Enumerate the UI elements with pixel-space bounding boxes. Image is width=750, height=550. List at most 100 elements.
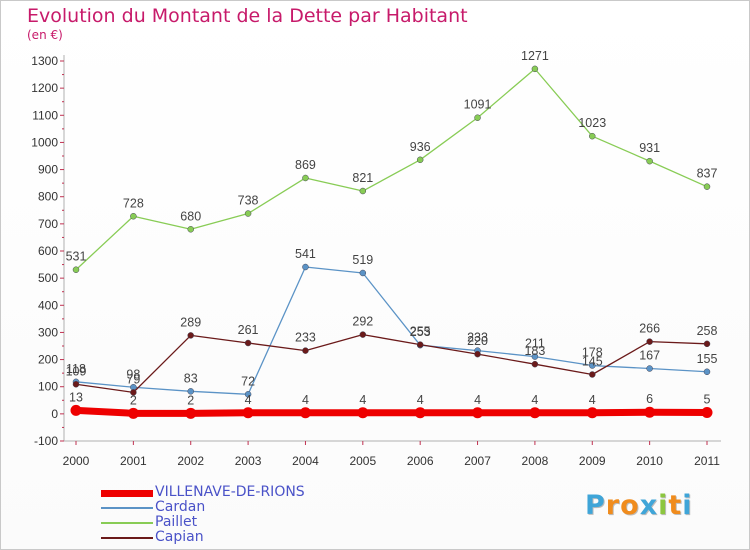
data-label: 266 [639,322,660,336]
data-label: 233 [467,331,488,345]
data-label: 4 [417,393,424,407]
data-point [644,406,656,418]
data-label: 98 [126,367,140,381]
data-point [72,381,80,388]
data-label: 4 [359,393,366,407]
data-label: 4 [245,393,252,407]
legend-swatch [101,537,153,539]
series-line-cardan [75,266,708,395]
data-label: 4 [531,393,538,407]
data-label: 5 [704,393,711,407]
data-point [302,347,309,354]
data-point [586,407,598,419]
logo-letter: P [585,490,606,521]
data-point [302,263,309,271]
data-label: 4 [589,393,596,407]
data-point [130,389,137,396]
data-label: 931 [639,141,660,155]
data-label: 1091 [464,98,492,112]
data-label: 837 [697,167,718,181]
x-tick-label: 2005 [349,454,376,468]
data-label: 118 [66,362,86,376]
data-label: 289 [180,315,201,329]
x-tick-label: 2006 [407,454,434,468]
data-point [359,331,367,338]
data-point [531,353,539,360]
data-label: 4 [302,393,309,407]
x-tick-label: 2011 [694,454,720,468]
data-label: 261 [238,323,259,337]
x-tick-label: 2000 [63,454,90,468]
data-point [127,407,139,419]
data-point [357,407,369,419]
data-point [646,365,653,372]
y-tick-label: 500 [38,271,58,285]
data-point [187,226,194,233]
data-point [72,266,80,273]
logo-letter: i [682,490,693,521]
data-label: 83 [184,371,198,385]
data-point [185,407,197,419]
logo-letter: r [605,490,621,521]
data-point [244,391,252,398]
data-label: 178 [582,346,603,360]
data-label: 253 [410,325,431,339]
x-tick-label: 2007 [464,454,491,468]
chart-unit: (en €) [27,28,63,42]
legend-swatch [101,507,153,509]
data-point [474,350,481,358]
legend-label: Capian [155,529,204,545]
data-point [472,407,484,419]
data-label: 255 [410,325,431,339]
data-label: 2 [187,393,194,407]
data-point [703,368,711,376]
data-point [701,407,713,418]
series-line-villenave-de-rions [72,406,711,417]
y-tick-label: 1200 [31,81,58,95]
data-label: 72 [241,374,255,388]
logo-letter: i [658,490,669,521]
data-label: 728 [123,196,144,210]
data-point [703,340,711,348]
data-point [244,339,252,347]
data-point [70,404,82,416]
data-label: 211 [525,337,545,351]
data-label: 519 [352,253,373,267]
data-label: 531 [66,250,87,264]
data-point [589,132,596,140]
y-tick-label: 900 [38,163,58,177]
data-point [703,183,711,190]
data-label: 821 [352,171,373,185]
proxiti-logo: Proxiti [585,490,693,521]
data-point [474,114,481,121]
x-tick-label: 2001 [120,454,147,468]
data-point [359,187,367,195]
data-label: 155 [697,352,718,366]
data-point [187,332,194,339]
data-label: 936 [410,140,431,154]
x-tick-label: 2009 [579,454,606,468]
data-point [244,210,252,217]
data-label: 258 [697,324,718,338]
y-tick-label: 300 [38,325,58,339]
data-point [299,407,311,419]
data-point [589,371,596,378]
data-label: 79 [126,372,140,386]
series-line-paillet [75,68,708,271]
y-tick-label: 1300 [31,54,58,68]
data-point [130,213,137,220]
data-point [646,157,653,165]
x-tick-label: 2003 [235,454,262,468]
data-point [416,341,424,348]
data-point [531,360,539,368]
y-tick-label: 1100 [32,108,58,122]
data-label: 2 [130,393,137,407]
data-label: 869 [295,158,316,172]
data-label: 220 [467,334,488,348]
data-point [414,407,426,419]
data-label: 13 [69,390,83,404]
data-label: 233 [295,331,316,345]
x-tick-label: 2008 [522,454,549,468]
